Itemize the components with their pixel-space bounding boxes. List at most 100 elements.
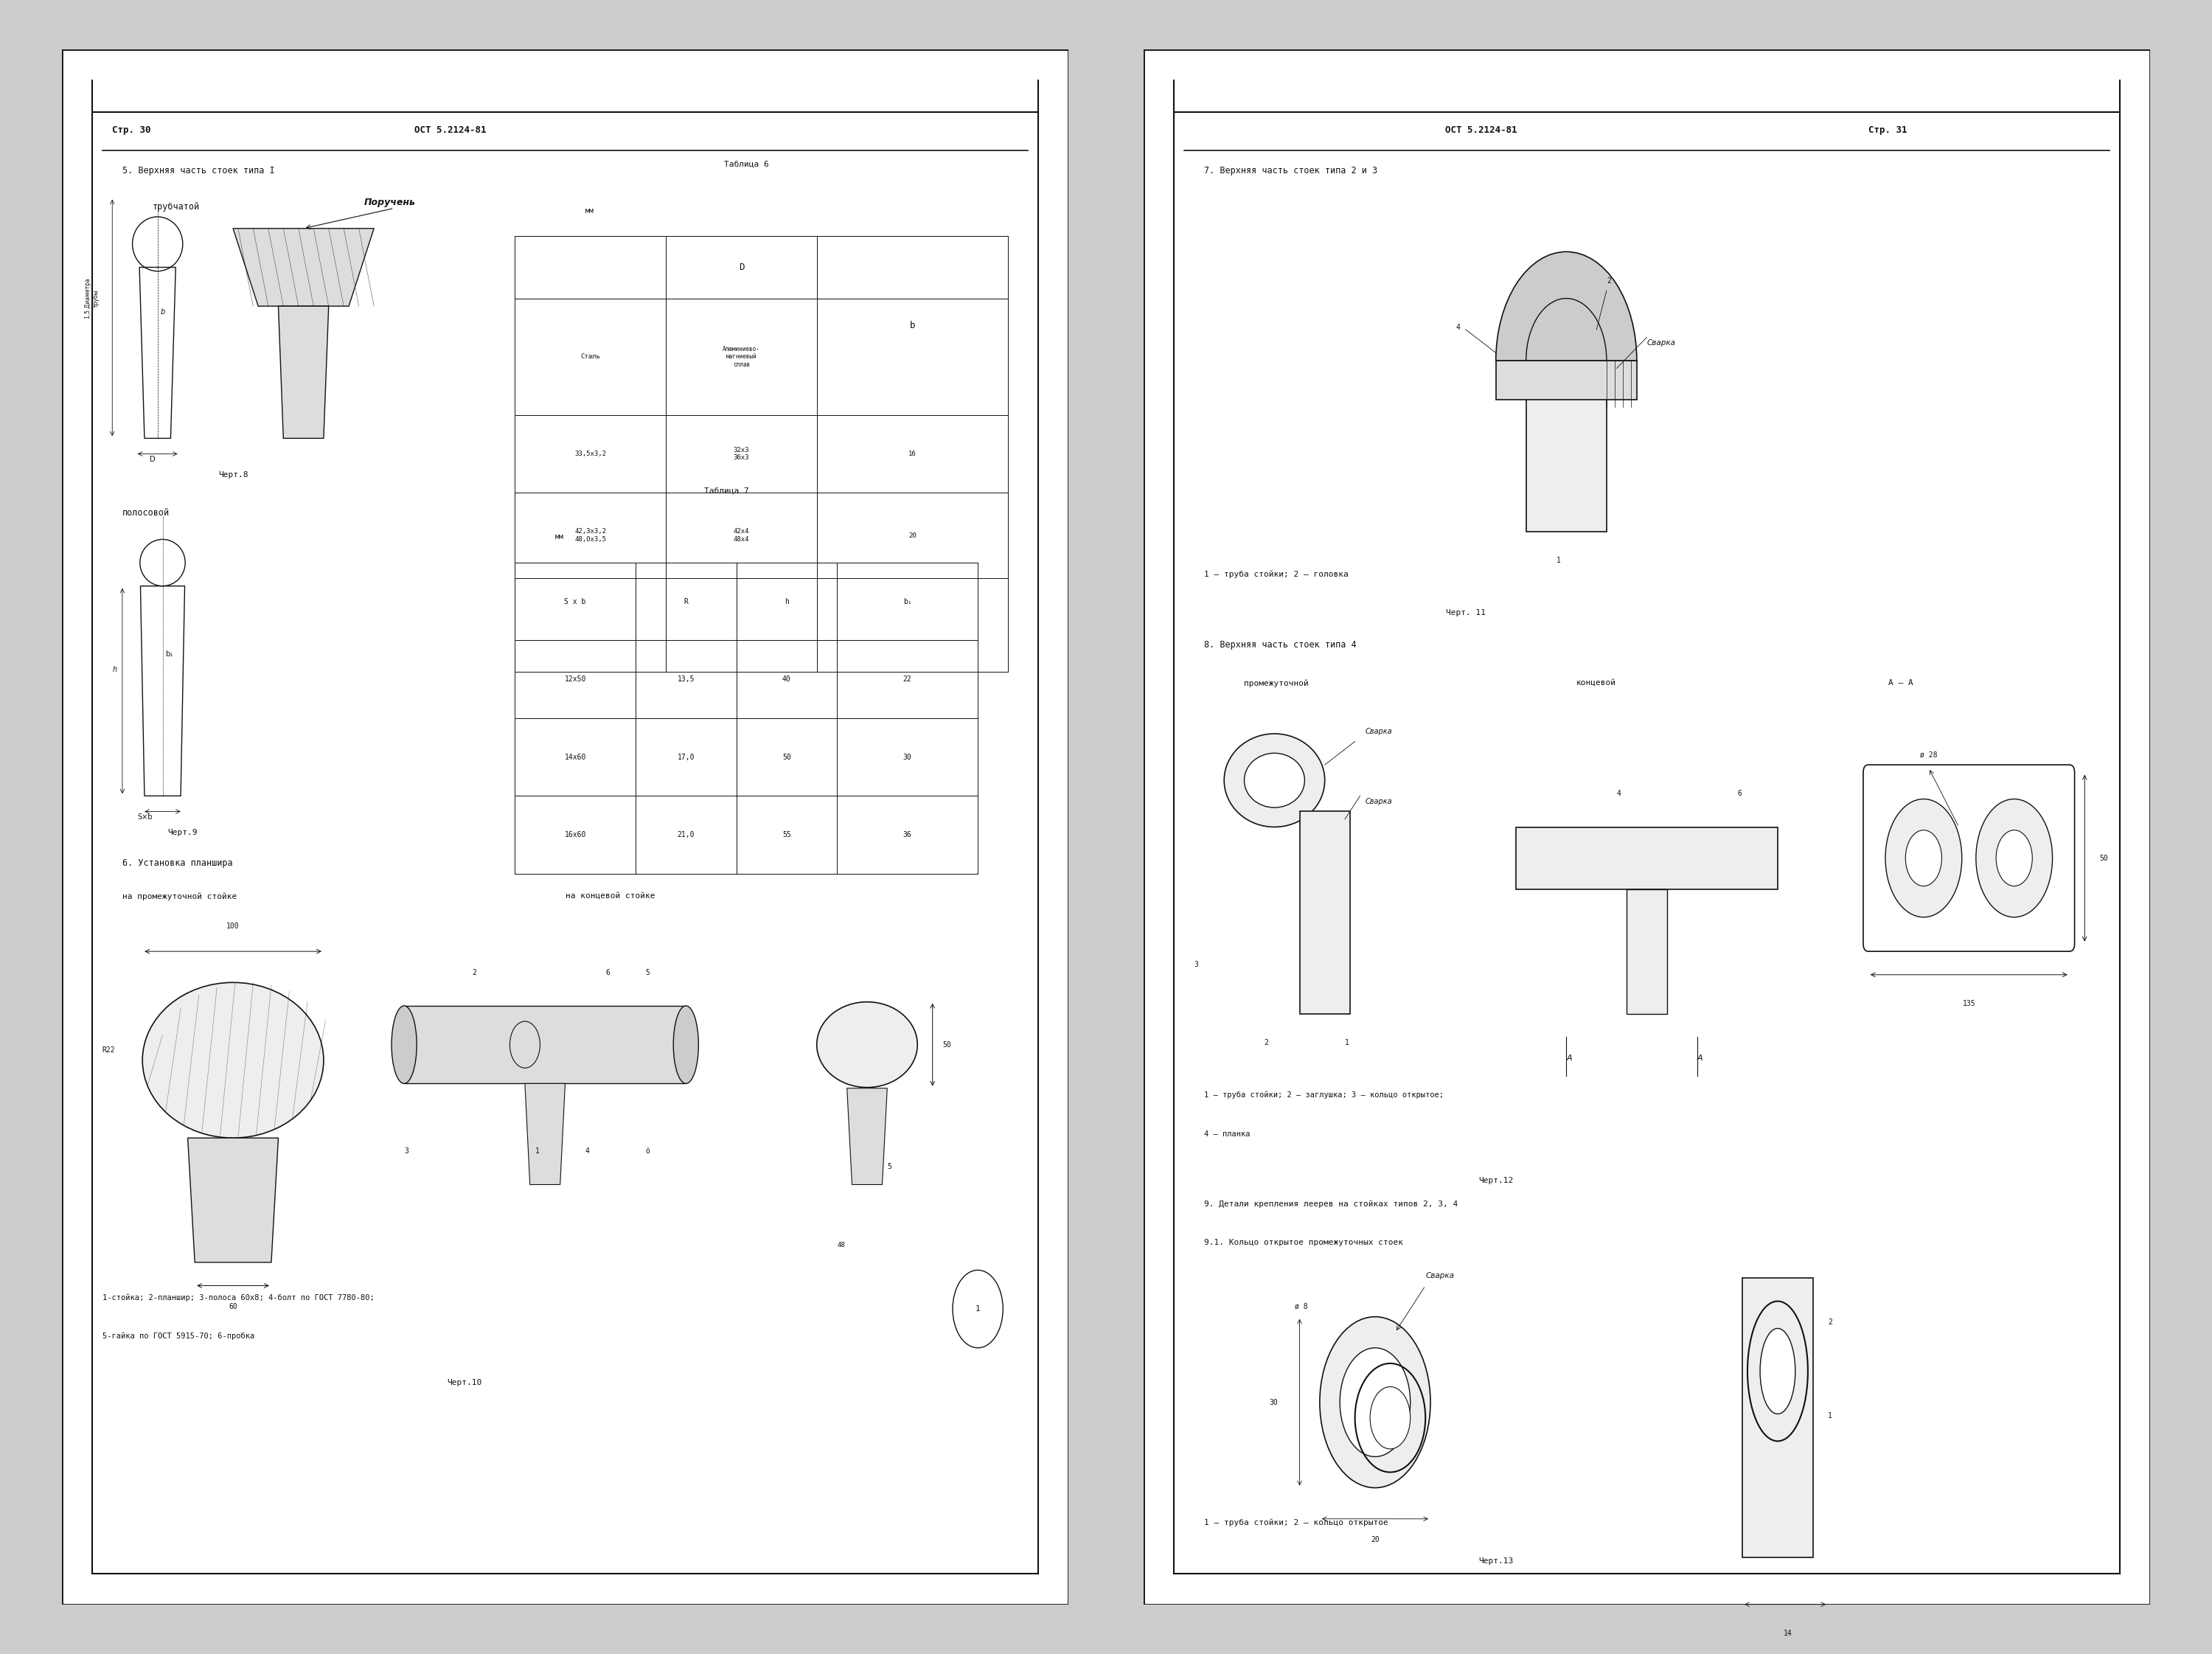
Text: Черт.13: Черт.13 xyxy=(1478,1558,1513,1565)
Ellipse shape xyxy=(672,1006,699,1083)
Text: R: R xyxy=(684,597,688,605)
Ellipse shape xyxy=(1761,1328,1796,1414)
Text: 1 – труба стойки; 2 – кольцо открытое: 1 – труба стойки; 2 – кольцо открытое xyxy=(1203,1518,1389,1527)
Text: Стр. 30: Стр. 30 xyxy=(113,126,150,136)
Polygon shape xyxy=(232,228,374,306)
Text: Сварка: Сварка xyxy=(1365,797,1391,805)
Text: S х b: S х b xyxy=(564,597,586,605)
Text: Поручень: Поручень xyxy=(363,197,416,207)
Text: D: D xyxy=(739,263,743,271)
Text: 42х4
48х4: 42х4 48х4 xyxy=(734,528,750,543)
Text: 4 – планка: 4 – планка xyxy=(1203,1130,1250,1138)
Polygon shape xyxy=(1515,827,1778,890)
Text: ø 8: ø 8 xyxy=(1294,1303,1307,1310)
Circle shape xyxy=(1975,799,2053,918)
Text: 14: 14 xyxy=(1783,1629,1792,1637)
Text: 12х50: 12х50 xyxy=(564,675,586,683)
Polygon shape xyxy=(1526,361,1606,531)
Text: Черт.10: Черт.10 xyxy=(447,1379,482,1386)
Text: 6. Установка планшира: 6. Установка планшира xyxy=(122,858,232,868)
Text: 2: 2 xyxy=(473,969,478,976)
Text: h: h xyxy=(785,597,790,605)
Text: Алюминиево-
магниевый
сплав: Алюминиево- магниевый сплав xyxy=(723,346,761,367)
Ellipse shape xyxy=(392,1006,416,1083)
Text: Сварка: Сварка xyxy=(1646,339,1677,346)
Text: Черт.8: Черт.8 xyxy=(219,471,248,478)
Circle shape xyxy=(1905,830,1942,887)
Text: концевой: концевой xyxy=(1577,680,1617,686)
Text: 1,5 Диаметра
трубы: 1,5 Диаметра трубы xyxy=(84,278,100,319)
Polygon shape xyxy=(188,1138,279,1262)
Text: 42,3х3,2
48,0х3,5: 42,3х3,2 48,0х3,5 xyxy=(575,528,606,543)
Text: А – А: А – А xyxy=(1889,680,1913,686)
Text: ОСТ 5.2124-81: ОСТ 5.2124-81 xyxy=(414,126,487,136)
Ellipse shape xyxy=(1243,753,1305,807)
Text: 1: 1 xyxy=(1345,1039,1349,1045)
Text: ø 28: ø 28 xyxy=(1920,751,1938,759)
Text: 4: 4 xyxy=(1617,791,1621,797)
Polygon shape xyxy=(279,306,330,438)
Circle shape xyxy=(1369,1386,1411,1449)
Text: Сталь: Сталь xyxy=(580,354,599,361)
Text: 17,0: 17,0 xyxy=(677,753,695,761)
Text: 100: 100 xyxy=(226,923,239,930)
Text: b₁: b₁ xyxy=(166,650,173,657)
Text: h: h xyxy=(113,665,117,673)
Circle shape xyxy=(1885,799,1962,918)
Text: 1: 1 xyxy=(1827,1413,1832,1419)
Text: 9.1. Кольцо открытое промежуточных стоек: 9.1. Кольцо открытое промежуточных стоек xyxy=(1203,1239,1402,1247)
Polygon shape xyxy=(405,1006,686,1083)
Text: 30: 30 xyxy=(902,753,911,761)
Text: 5: 5 xyxy=(887,1163,891,1171)
Text: трубчатой: трубчатой xyxy=(153,202,199,212)
Text: 135: 135 xyxy=(1962,1001,1975,1007)
Text: 1: 1 xyxy=(535,1148,540,1154)
Circle shape xyxy=(1995,830,2033,887)
Text: Сварка: Сварка xyxy=(1425,1272,1453,1279)
Text: мм: мм xyxy=(586,207,595,215)
Text: R22: R22 xyxy=(102,1047,115,1054)
Text: 8. Верхняя часть стоек типа 4: 8. Верхняя часть стоек типа 4 xyxy=(1203,640,1356,650)
Text: 1-стойка; 2-планшир; 3-полоса 60х8; 4-болт по ГОСТ 7780-80;: 1-стойка; 2-планшир; 3-полоса 60х8; 4-бо… xyxy=(102,1293,374,1302)
Text: Черт. 11: Черт. 11 xyxy=(1447,609,1486,617)
FancyBboxPatch shape xyxy=(1863,764,2075,951)
Text: промежуточной: промежуточной xyxy=(1243,680,1310,686)
Text: А: А xyxy=(1566,1054,1573,1062)
Text: на промежуточной стойке: на промежуточной стойке xyxy=(122,892,237,900)
Text: 21,0: 21,0 xyxy=(677,830,695,839)
Text: S×b: S×b xyxy=(137,814,153,820)
Text: А: А xyxy=(1697,1054,1703,1062)
Text: 16: 16 xyxy=(909,450,916,457)
Text: 3: 3 xyxy=(405,1148,409,1154)
Text: 30: 30 xyxy=(1270,1399,1279,1406)
Circle shape xyxy=(1340,1348,1411,1457)
Text: 20: 20 xyxy=(1371,1537,1380,1543)
Text: 60: 60 xyxy=(228,1303,237,1310)
Text: 5. Верхняя часть стоек типа I: 5. Верхняя часть стоек типа I xyxy=(122,165,274,175)
Wedge shape xyxy=(1495,251,1637,361)
Text: 20: 20 xyxy=(909,533,916,539)
Text: 6: 6 xyxy=(606,969,611,976)
Text: 6: 6 xyxy=(1736,791,1741,797)
Text: 7. Верхняя часть стоек типа 2 и 3: 7. Верхняя часть стоек типа 2 и 3 xyxy=(1203,165,1378,175)
Text: на концевой стойке: на концевой стойке xyxy=(566,892,655,900)
Text: 40: 40 xyxy=(783,675,792,683)
Text: 50: 50 xyxy=(783,753,792,761)
Text: 16х60: 16х60 xyxy=(564,830,586,839)
FancyBboxPatch shape xyxy=(62,50,1068,1604)
Text: Сварка: Сварка xyxy=(1365,728,1391,734)
Polygon shape xyxy=(1495,361,1637,399)
Text: 4: 4 xyxy=(1455,324,1460,331)
Ellipse shape xyxy=(816,1002,918,1087)
Text: D: D xyxy=(150,457,155,463)
Text: 14х60: 14х60 xyxy=(564,753,586,761)
Text: 48: 48 xyxy=(836,1242,845,1249)
Text: 2: 2 xyxy=(1606,276,1610,284)
Text: ОСТ 5.2124-81: ОСТ 5.2124-81 xyxy=(1447,126,1517,136)
Polygon shape xyxy=(524,1083,566,1184)
Text: 5-гайка по ГОСТ 5915-70; 6-пробка: 5-гайка по ГОСТ 5915-70; 6-пробка xyxy=(102,1333,254,1340)
Text: Таблица 6: Таблица 6 xyxy=(723,160,770,167)
Text: 1 – труба стойки; 2 – головка: 1 – труба стойки; 2 – головка xyxy=(1203,571,1349,579)
Text: 1 – труба стойки; 2 – заглушка; 3 – кольцо открытое;: 1 – труба стойки; 2 – заглушка; 3 – коль… xyxy=(1203,1092,1444,1098)
Text: 5: 5 xyxy=(646,969,650,976)
